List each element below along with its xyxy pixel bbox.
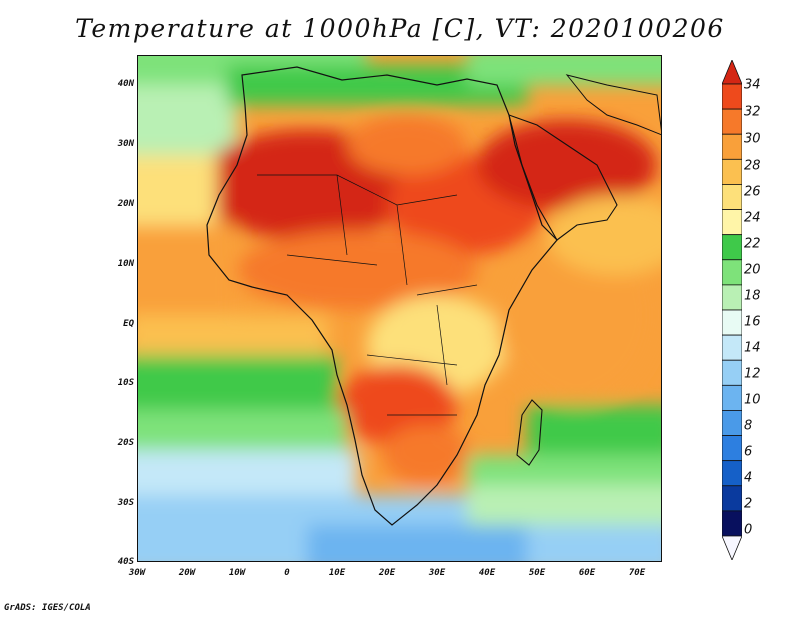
colorbar-label-30: 30 <box>744 131 761 147</box>
colorbar-label-16: 16 <box>744 314 761 330</box>
lat-label-20n: 20N <box>117 199 134 209</box>
lat-label-40n: 40N <box>117 79 134 89</box>
lat-label-30s: 30S <box>117 498 134 508</box>
colorbar <box>721 58 743 562</box>
colorbar-label-14: 14 <box>744 340 761 356</box>
colorbar-swatch <box>721 334 743 361</box>
colorbar-cap-bottom <box>721 535 743 562</box>
lon-label-10e: 10E <box>328 568 346 578</box>
colorbar-swatch <box>721 234 743 261</box>
colorbar-swatch <box>721 460 743 487</box>
colorbar-swatch <box>721 83 743 110</box>
lat-label-eq: EQ <box>123 319 134 329</box>
africa-coastline <box>206 66 558 526</box>
colorbar-label-32: 32 <box>744 104 761 120</box>
asia-coastline <box>565 74 662 136</box>
colorbar-swatch <box>721 359 743 386</box>
colorbar-label-0: 0 <box>744 522 753 538</box>
colorbar-label-18: 18 <box>744 288 761 304</box>
grads-credit: GrADS: IGES/COLA <box>4 603 91 613</box>
lon-label-60e: 60E <box>578 568 596 578</box>
lon-label-30e: 30E <box>428 568 446 578</box>
arabia-coastline <box>508 114 618 241</box>
map-title: Temperature at 1000hPa [C], VT: 20201002… <box>75 14 725 43</box>
map-frame <box>137 55 662 562</box>
map-panel <box>137 55 662 562</box>
colorbar-swatch <box>721 435 743 462</box>
colorbar-label-34: 34 <box>744 77 761 93</box>
colorbar-swatch <box>721 259 743 286</box>
colorbar-label-10: 10 <box>744 392 761 408</box>
colorbar-swatch <box>721 158 743 185</box>
lat-label-10s: 10S <box>117 378 134 388</box>
colorbar-label-20: 20 <box>744 262 761 278</box>
colorbar-label-24: 24 <box>744 210 761 226</box>
lon-label-0: 0 <box>284 568 290 578</box>
colorbar-swatch <box>721 108 743 135</box>
country-borders <box>257 174 478 416</box>
colorbar-label-2: 2 <box>744 496 753 512</box>
colorbar-label-28: 28 <box>744 158 761 174</box>
colorbar-label-22: 22 <box>744 236 761 252</box>
lat-label-40s: 40S <box>117 557 134 567</box>
colorbar-label-6: 6 <box>744 444 753 460</box>
lon-label-20e: 20E <box>378 568 396 578</box>
lon-label-50e: 50E <box>528 568 546 578</box>
lon-label-30w: 30W <box>128 568 146 578</box>
colorbar-label-26: 26 <box>744 184 761 200</box>
colorbar-swatch <box>721 510 743 537</box>
colorbar-swatches <box>721 58 743 562</box>
lat-label-30n: 30N <box>117 139 134 149</box>
lon-label-40e: 40E <box>478 568 496 578</box>
colorbar-swatch <box>721 309 743 336</box>
colorbar-label-8: 8 <box>744 418 753 434</box>
colorbar-label-12: 12 <box>744 366 761 382</box>
lon-label-20w: 20W <box>178 568 196 578</box>
lon-label-10w: 10W <box>228 568 246 578</box>
colorbar-swatch <box>721 485 743 512</box>
colorbar-cap-top <box>721 58 743 85</box>
lat-label-20s: 20S <box>117 438 134 448</box>
lat-label-10n: 10N <box>117 259 134 269</box>
colorbar-swatch <box>721 284 743 311</box>
colorbar-swatch <box>721 410 743 436</box>
temperature-map <box>137 55 662 562</box>
colorbar-swatch <box>721 384 743 411</box>
colorbar-label-4: 4 <box>744 470 753 486</box>
colorbar-swatch <box>721 209 743 236</box>
colorbar-swatch <box>721 184 743 210</box>
lon-label-70e: 70E <box>628 568 646 578</box>
madagascar-coastline <box>516 399 543 466</box>
colorbar-swatch <box>721 133 743 160</box>
